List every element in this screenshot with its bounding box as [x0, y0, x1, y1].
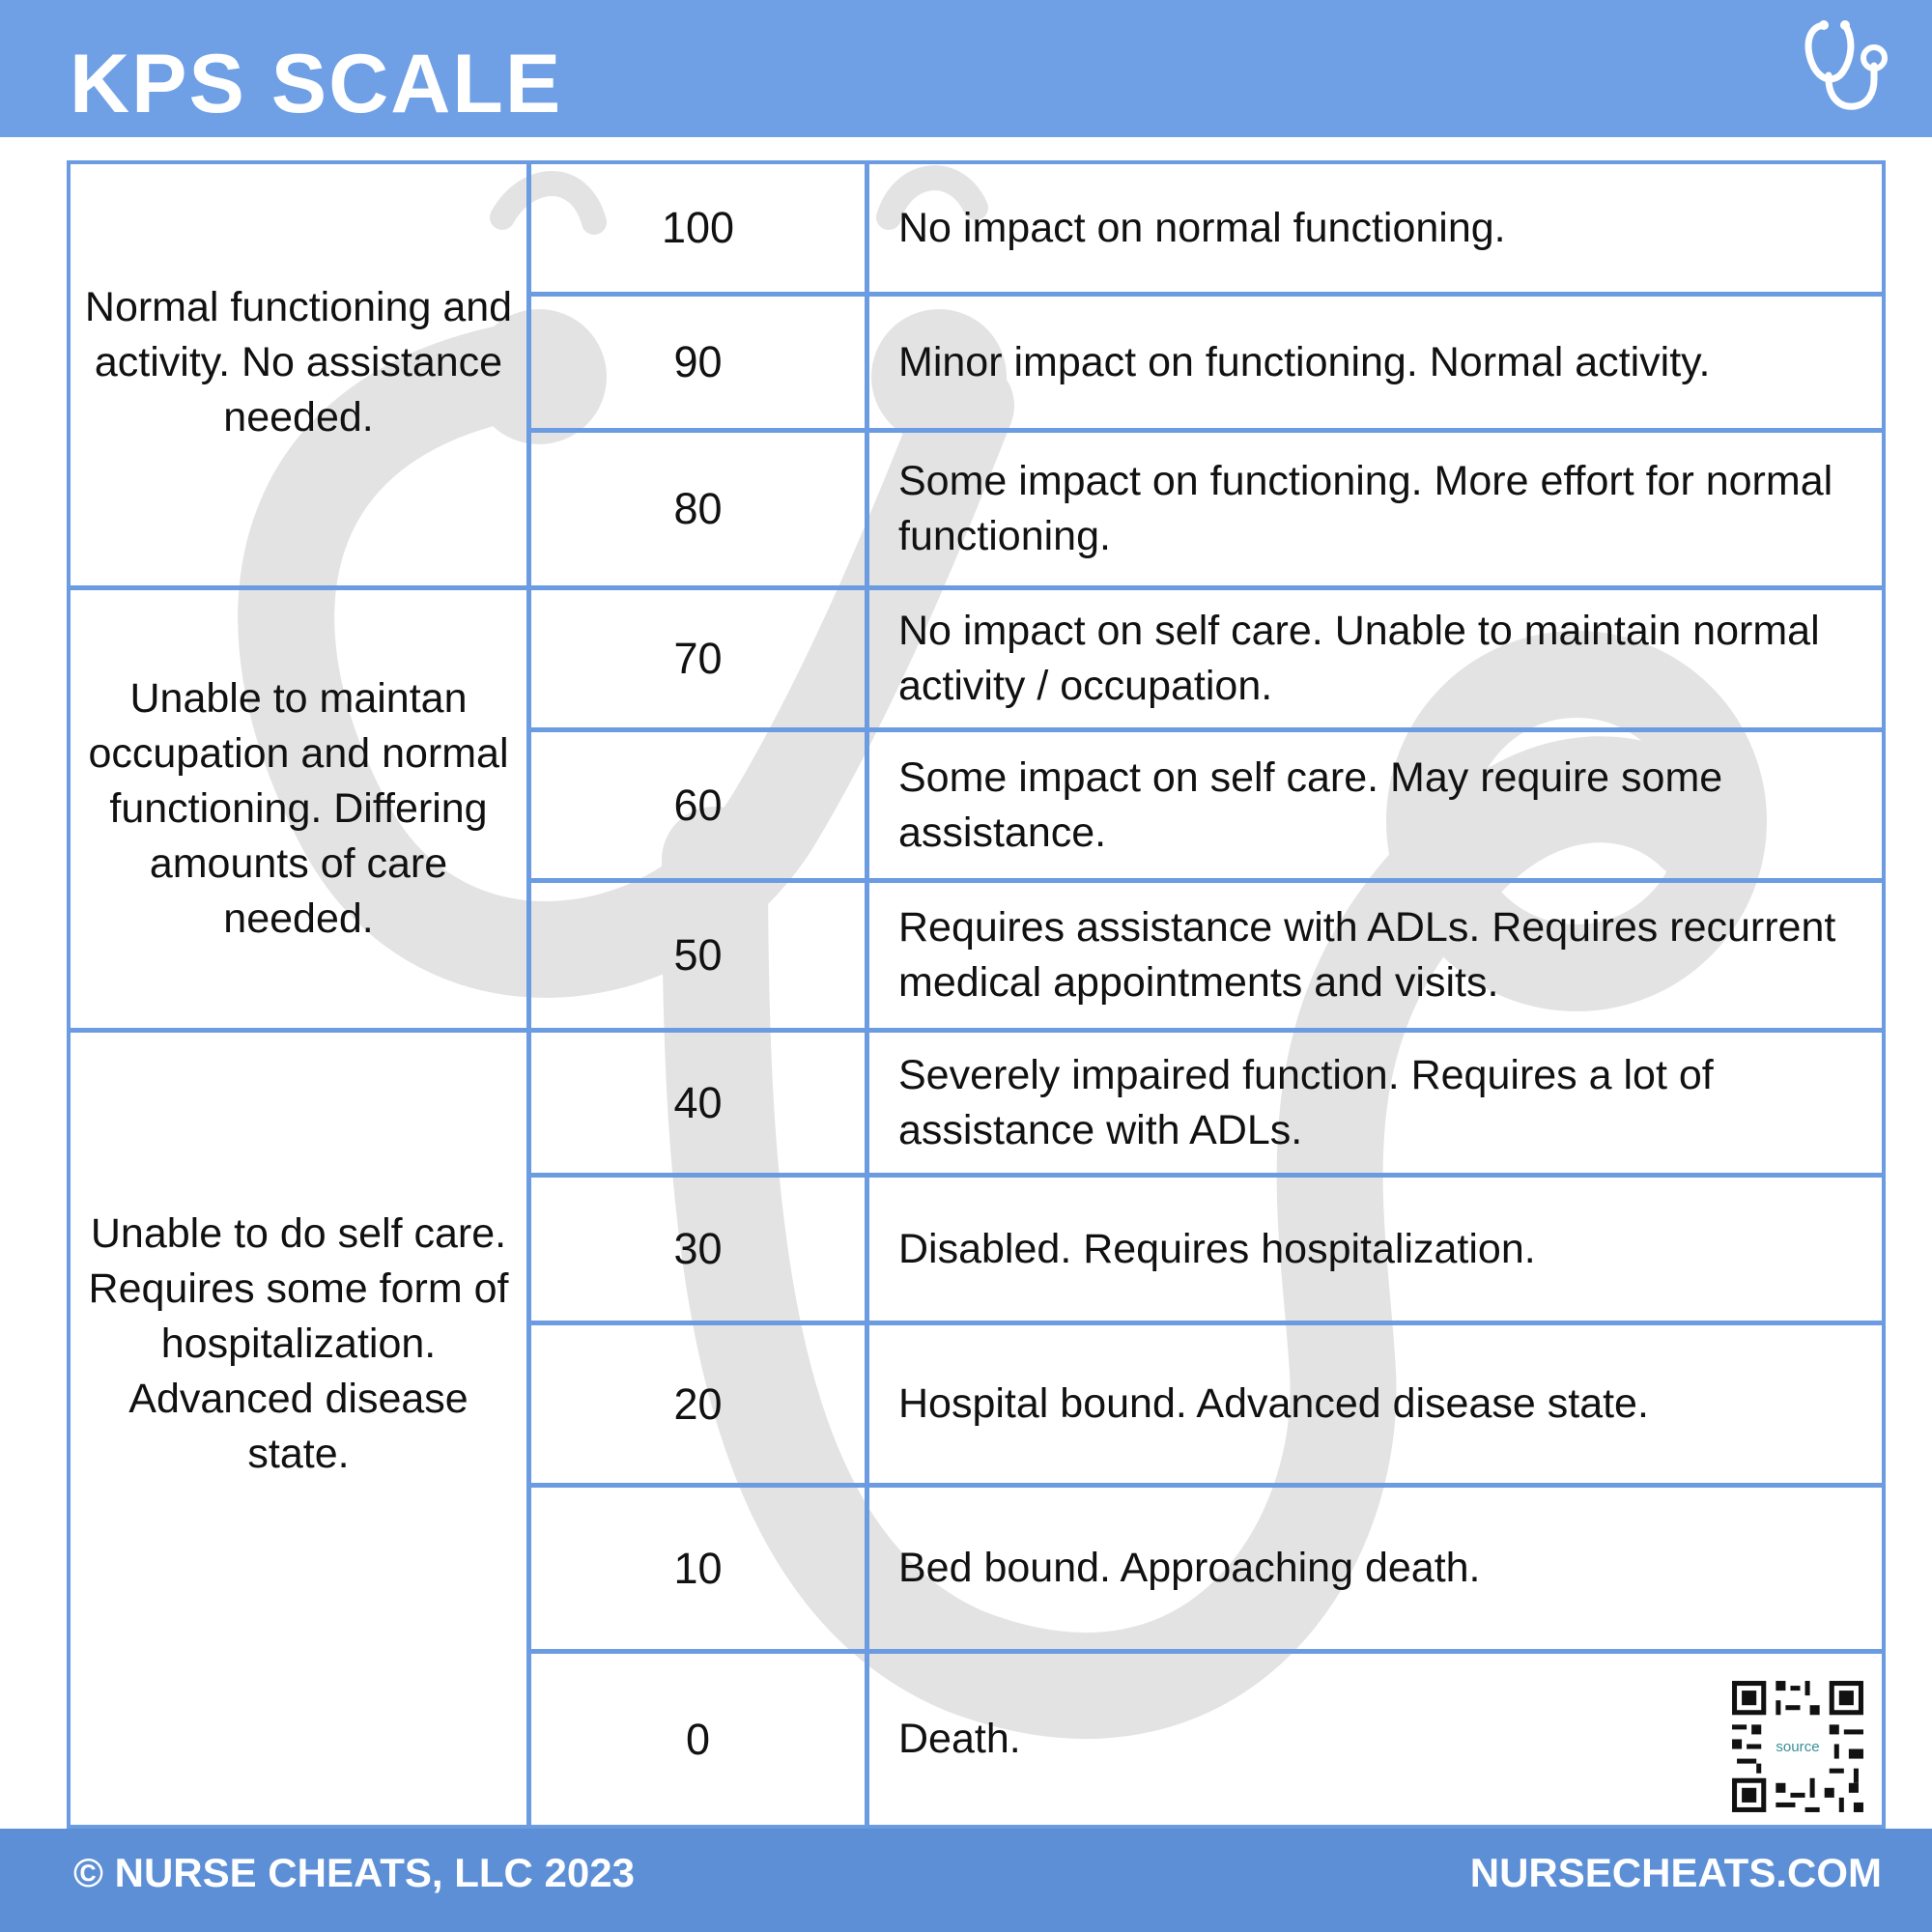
score-50: 50 [673, 930, 723, 980]
stethoscope-icon [1804, 20, 1888, 110]
description-90: Minor impact on functioning. Normal acti… [898, 338, 1711, 385]
score-60: 60 [673, 780, 723, 830]
qr-label: source [1776, 1739, 1819, 1755]
copyright-text: © NURSE CHEATS, LLC 2023 [73, 1850, 635, 1895]
header-bar: KPS SCALE [0, 0, 1932, 137]
description-40: Severely impaired function. Requires a l… [898, 1051, 1714, 1153]
website-link[interactable]: NURSECHEATS.COM [1469, 1850, 1882, 1895]
score-30: 30 [673, 1224, 723, 1273]
score-20: 20 [673, 1378, 723, 1429]
score-10: 10 [673, 1543, 723, 1593]
description-0: Death. [898, 1716, 1021, 1762]
description-10: Bed bound. Approaching death. [898, 1545, 1481, 1591]
kps-table: Normal functioning and activity. No assi… [67, 160, 1886, 1829]
page-title: KPS SCALE [70, 38, 563, 130]
description-70: No impact on self care. Unable to mainta… [898, 608, 1820, 709]
category-unable-to-do-self-care: Unable to do self care. Requires some fo… [88, 1210, 509, 1477]
score-100: 100 [661, 203, 735, 252]
category-normal-functioning: Normal functioning and activity. No assi… [84, 284, 513, 440]
description-60: Some impact on self care. May require so… [898, 753, 1723, 856]
score-90: 90 [673, 337, 723, 386]
score-80: 80 [673, 484, 723, 533]
description-80: Some impact on functioning. More effort … [898, 458, 1833, 559]
score-0: 0 [685, 1714, 711, 1764]
description-50: Requires assistance with ADLs. Requires … [898, 904, 1836, 1006]
footer-bar: © NURSE CHEATS, LLC 2023 NURSECHEATS.COM [0, 1829, 1932, 1932]
score-70: 70 [673, 634, 723, 683]
qr-code-icon[interactable]: source [1727, 1676, 1868, 1817]
description-30: Disabled. Requires hospitalization. [898, 1225, 1536, 1272]
category-unable-to-maintain-occupation: Unable to maintan occupation and normal … [88, 675, 509, 942]
score-40: 40 [673, 1077, 723, 1127]
description-20: Hospital bound. Advanced disease state. [898, 1380, 1649, 1427]
description-100: No impact on normal functioning. [898, 204, 1506, 251]
